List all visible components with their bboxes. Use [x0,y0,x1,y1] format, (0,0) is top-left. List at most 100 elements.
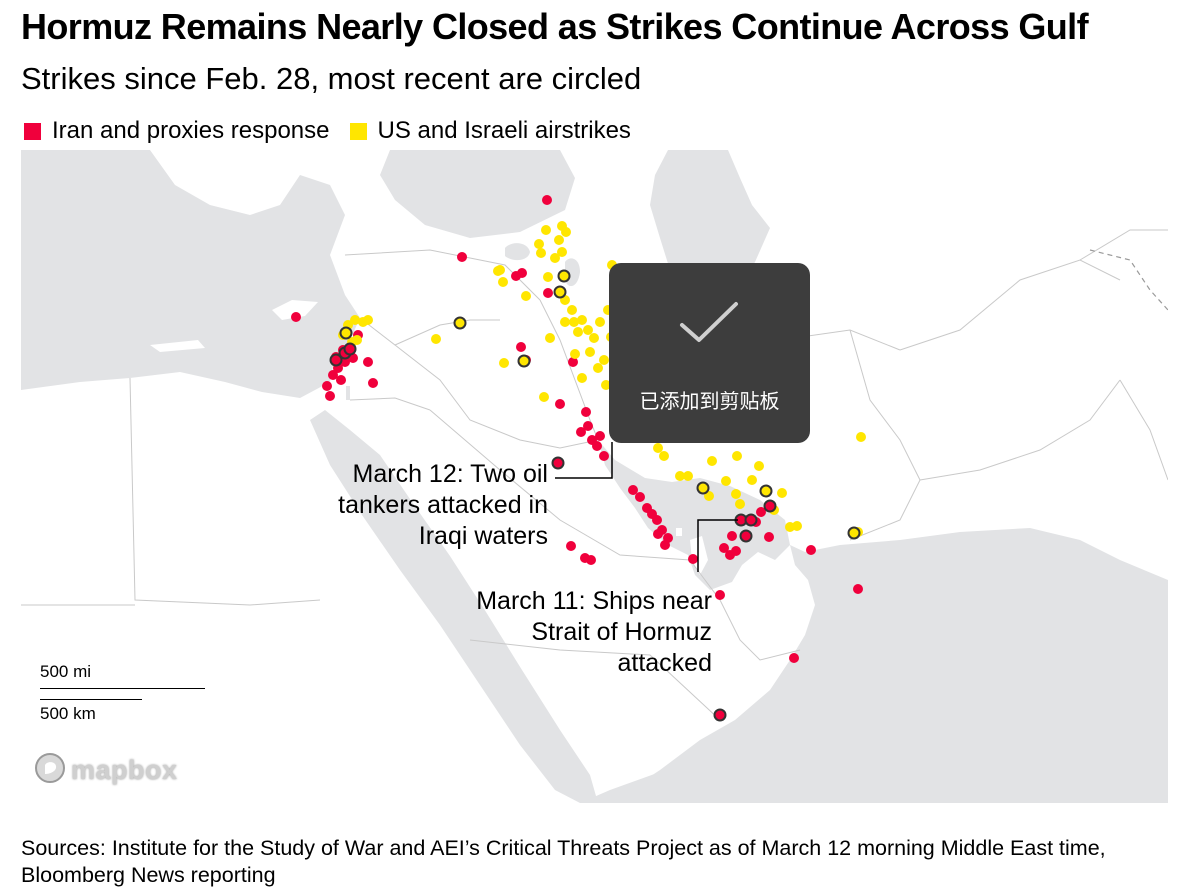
strike-marker [593,363,603,373]
strike-marker [343,342,357,356]
gulf-of-oman-arabian-sea [610,528,1168,803]
chart-title: Hormuz Remains Nearly Closed as Strikes … [21,6,1089,47]
strike-marker [329,353,343,367]
scale-bar-miles [40,688,205,689]
scale-miles-label: 500 mi [40,662,92,681]
strike-marker [713,708,727,722]
strike-marker [573,327,583,337]
mapbox-logo-icon [33,751,67,790]
strike-marker [431,334,441,344]
map[interactable] [21,150,1168,803]
mediterranean-sea [21,150,360,398]
strike-marker [555,399,565,409]
strike-marker [557,247,567,257]
strike-marker [551,456,565,470]
strike-marker [756,507,766,517]
strike-marker [704,491,714,501]
strike-marker [652,515,662,525]
annotation-march12-line2: tankers attacked in [338,491,548,519]
strike-marker [291,312,301,322]
scale-bar-km [40,699,142,700]
strike-marker [735,499,745,509]
annotation-march12-line1: March 12: Two oil [352,460,548,488]
strike-marker [732,451,742,461]
strike-marker [592,441,602,451]
strike-marker [583,421,593,431]
annotation-march11: March 11: Ships near Strait of Hormuz at… [463,586,712,679]
strike-marker [328,370,338,380]
crete-island [150,340,205,352]
strike-marker [744,513,758,527]
strike-marker [659,451,669,461]
strike-marker [560,317,570,327]
strike-marker [325,391,335,401]
strike-marker [581,407,591,417]
strike-marker [542,195,552,205]
mapbox-attribution[interactable]: mapbox [33,751,178,790]
strike-marker [550,253,560,263]
strike-marker [566,541,576,551]
strike-marker [599,451,609,461]
legend-label-iran: Iran and proxies response [52,117,330,144]
strike-marker [569,317,579,327]
strike-marker [554,235,564,245]
black-sea [380,150,575,238]
red-sea [310,410,598,803]
strike-marker [739,529,753,543]
strike-marker [498,277,508,287]
strike-marker [759,484,773,498]
march11-leader-line [697,519,738,572]
strike-marker [777,488,787,498]
strike-marker [516,342,526,352]
strike-marker [577,373,587,383]
dead-sea [346,386,350,400]
strike-marker [517,354,531,368]
qatar-peninsula [690,536,708,575]
annotation-march12-line3: Iraqi waters [418,522,548,550]
strike-marker [534,239,544,249]
strike-marker [561,227,571,237]
bahrain-island [676,528,682,536]
map-canvas [21,150,1168,803]
strike-marker [495,265,505,275]
strike-marker [322,381,332,391]
strike-marker [352,335,362,345]
strike-marker [340,357,350,367]
strike-marker [721,476,731,486]
strike-marker [363,315,373,325]
strike-marker [601,380,611,390]
strike-marker [557,269,571,283]
strike-marker [350,315,360,325]
strike-marker [576,427,586,437]
source-note: Sources: Institute for the Study of War … [21,836,1106,887]
strike-marker [635,492,645,502]
strike-marker [696,481,710,495]
strike-marker [731,489,741,499]
march12-leader-line [555,442,613,479]
strike-marker [586,555,596,565]
strike-marker [660,540,670,550]
clipboard-toast: 已添加到剪贴板 [609,263,810,443]
legend-label-us-israel: US and Israeli airstrikes [377,117,631,144]
strike-marker [747,475,757,485]
strike-marker [763,499,777,513]
strike-marker [336,375,346,385]
strike-marker [675,471,685,481]
strike-marker [553,285,567,299]
strike-marker [653,443,663,453]
annotation-march11-line1: March 11: Ships near [476,587,712,615]
country-borders [21,229,1168,721]
strike-marker [517,268,527,278]
strike-marker [727,531,737,541]
mapbox-logo-text: mapbox [71,755,178,785]
strike-marker [595,317,605,327]
strike-marker [599,355,609,365]
strike-marker [754,461,764,471]
strike-marker [339,326,353,340]
strike-points-us-israel [338,221,866,537]
strike-marker [653,529,663,539]
strike-marker [764,532,774,542]
persian-gulf [598,440,790,590]
cyprus-island [272,300,318,320]
toast-message: 已添加到剪贴板 [639,391,780,413]
